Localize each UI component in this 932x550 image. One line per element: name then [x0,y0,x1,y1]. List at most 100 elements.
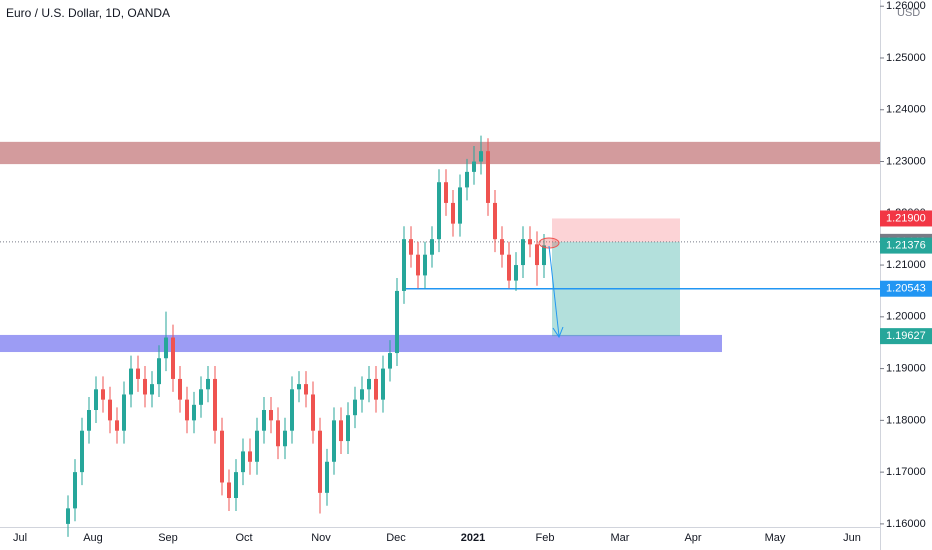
candle-body [500,239,504,255]
candle-body [493,202,497,240]
candle-body [416,254,420,276]
candle-body [542,245,546,266]
candle-body [395,290,399,354]
candle-body [528,239,532,245]
candle-body [353,399,357,416]
y-tick-label: 1.16000 [886,518,926,530]
candle-body [332,420,336,462]
x-tick-label: Jul [13,532,27,544]
candle-body [248,451,252,462]
y-tick-label: 1.17000 [886,466,926,478]
candle-body [73,472,77,509]
x-tick-label: Apr [684,532,701,544]
candle-body [241,451,245,473]
candle-body [367,378,371,390]
candle-body [458,187,462,224]
arrow-head [552,326,564,339]
candle-body [409,239,413,255]
candle-body [297,384,301,390]
candle-body [136,368,140,379]
candle-body [206,378,210,390]
candle-body [360,389,364,400]
x-tick-label: Feb [536,532,555,544]
candle-body [514,265,518,281]
candle-body [192,404,196,421]
candle-body [283,430,287,447]
y-tick-label: 1.19000 [886,362,926,374]
x-tick-label: Mar [611,532,630,544]
candle-body [227,482,231,499]
candle-body [374,378,378,400]
candle-body [220,430,224,483]
candle-body [122,394,126,431]
candle-body [164,337,168,359]
x-tick-label: 2021 [461,532,485,544]
candle-body [290,389,294,431]
x-tick-label: May [765,532,786,544]
candle-body [115,420,119,431]
candle-body [150,384,154,395]
candle-body [143,378,147,395]
candle-body [402,239,406,291]
x-tick-label: Aug [83,532,103,544]
zone [0,334,722,353]
candle-body [521,239,525,266]
chart-title: Euro / U.S. Dollar, 1D, OANDA [6,6,170,20]
candle-body [185,399,189,421]
candle-body [311,394,315,431]
x-tick-label: Oct [235,532,252,544]
y-tick-label: 1.23000 [886,155,926,167]
candle-body [101,389,105,400]
candle-body [479,151,483,162]
candle-body [213,378,217,431]
candle-body [234,472,238,499]
candle-body [444,182,448,203]
candle-body [171,337,175,379]
x-tick-label: Sep [158,532,178,544]
candle-body [276,420,280,447]
price-tag-label: 1.19627 [886,330,926,342]
candle-body [178,378,182,400]
candle-body [430,239,434,255]
candle-body [535,244,539,266]
price-tag-label: 1.21376 [886,239,926,251]
candle-body [325,461,329,493]
candle-body [465,171,469,188]
candle-body [304,384,308,395]
candle-body [318,430,322,493]
candle-body [269,410,273,421]
candle-body [255,430,259,462]
candle-body [87,410,91,431]
candle-body [80,430,84,473]
candle-body [262,410,266,431]
candle-body [472,161,476,172]
price-tag-label: 1.20543 [886,283,926,295]
candle-body [451,202,455,224]
candle-body [507,254,511,281]
arrow [548,245,560,337]
candle-body [381,368,385,400]
y-tick-label: 1.25000 [886,52,926,64]
candle-body [66,508,70,524]
y-tick-label: 1.24000 [886,104,926,116]
candle-body [199,389,203,405]
candle-body [94,389,98,411]
candle-body [339,420,343,442]
price-tag-label: 1.21900 [886,212,926,224]
y-tick-label: 1.20000 [886,311,926,323]
stop-area [552,218,680,242]
candle-body [346,415,350,442]
candle-body [437,182,441,240]
candle-body [486,151,490,203]
y-tick-label: 1.18000 [886,414,926,426]
y-tick-label: 1.26000 [886,0,926,12]
candle-body [129,368,133,395]
candle-body [423,254,427,276]
zone [0,141,880,165]
currency-label: USD [897,7,920,19]
y-tick-label: 1.21000 [886,259,926,271]
price-tag [880,237,932,254]
